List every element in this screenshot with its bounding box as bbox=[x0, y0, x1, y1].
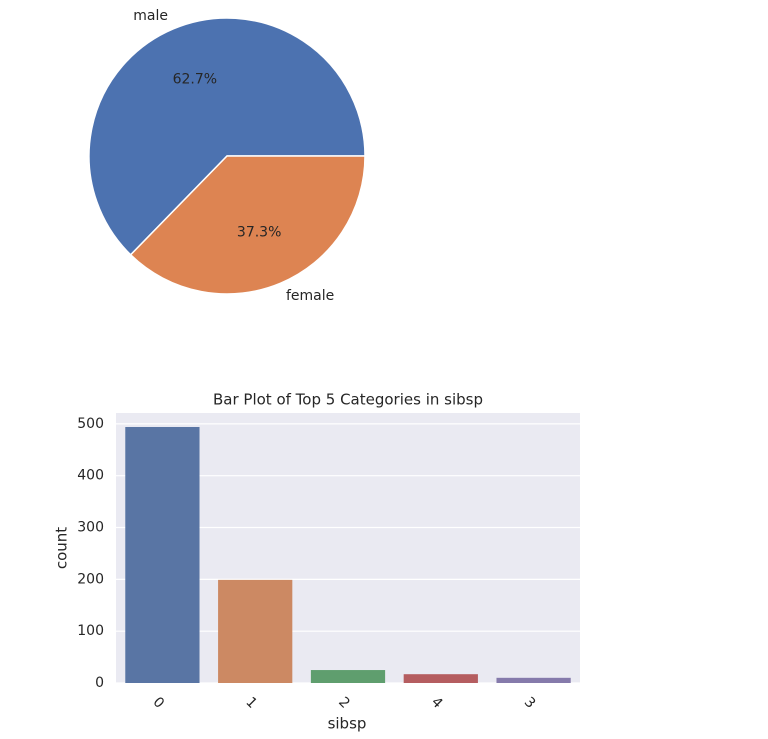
x-tick-label: 3 bbox=[521, 694, 539, 712]
bar bbox=[310, 670, 386, 683]
y-tick-label: 400 bbox=[77, 468, 104, 484]
slice-label: male bbox=[133, 8, 168, 24]
y-axis-label: count bbox=[53, 527, 71, 569]
y-tick-label: 0 bbox=[95, 675, 104, 691]
bar bbox=[218, 579, 293, 683]
x-tick-label: 2 bbox=[335, 694, 353, 712]
y-tick-label: 500 bbox=[77, 416, 104, 432]
percent-label: 37.3% bbox=[237, 224, 281, 240]
x-tick-label: 0 bbox=[150, 694, 168, 712]
x-tick-label: 4 bbox=[428, 694, 446, 712]
chart-title: Bar Plot of Top 5 Categories in sibsp bbox=[213, 391, 483, 409]
pie-slice bbox=[129, 155, 366, 295]
y-tick-label: 100 bbox=[77, 623, 104, 639]
x-tick-label: 1 bbox=[242, 694, 260, 712]
y-tick-label: 300 bbox=[77, 520, 104, 536]
bar bbox=[125, 426, 200, 683]
x-axis-label: sibsp bbox=[328, 715, 367, 733]
bar bbox=[496, 677, 571, 683]
y-tick-label: 200 bbox=[77, 571, 104, 587]
bar bbox=[403, 674, 478, 683]
slice-label: female bbox=[286, 288, 334, 304]
pie-slice bbox=[88, 17, 366, 256]
percent-label: 62.7% bbox=[173, 72, 217, 88]
